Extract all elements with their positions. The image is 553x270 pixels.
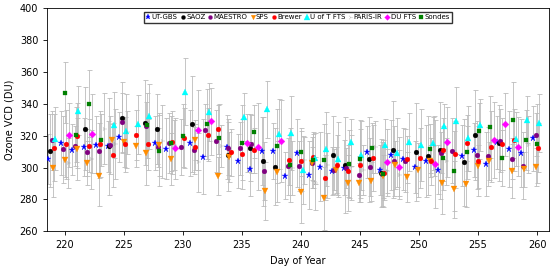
X-axis label: Day of Year: Day of Year bbox=[270, 256, 326, 266]
Legend: UT-GBS, SAOZ, MAESTRO, SPS, Brewer, U of T FTS, PARIS-IR, DU FTS, Sondes: UT-GBS, SAOZ, MAESTRO, SPS, Brewer, U of… bbox=[144, 12, 452, 22]
Y-axis label: Ozone VCD (DU): Ozone VCD (DU) bbox=[4, 80, 14, 160]
